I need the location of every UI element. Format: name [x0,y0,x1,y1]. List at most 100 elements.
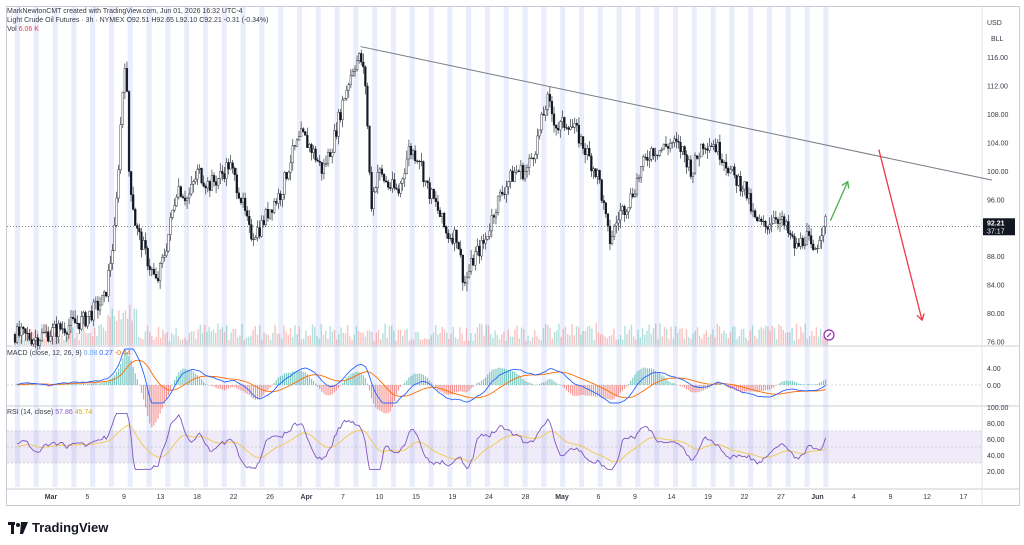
macd-histogram-bar [802,384,804,385]
candle-body [534,154,537,160]
macd-histogram-bar [140,385,143,393]
volume-bar [283,325,285,345]
macd-histogram-bar [213,385,215,387]
session-band [447,7,453,487]
volume-bar [377,329,380,345]
current-price-text: 92.21 [987,220,1005,227]
candle-body [163,255,166,258]
candle-body [625,211,628,215]
candle-body [642,156,645,167]
macd-histogram-bar [238,385,240,390]
candle-body [540,113,543,131]
candle-body [192,181,195,185]
candle-body [451,237,454,244]
macd-histogram-bar [91,383,93,385]
volume-bar [474,333,476,345]
volume-bar [327,338,329,345]
candle-body [604,202,607,214]
rsi-value-1: 57.86 [55,409,73,416]
candle-body [403,172,406,180]
macd-histogram-bar [476,382,478,385]
volume-bar [168,340,171,345]
volume-bar [705,330,707,345]
candle-body [764,221,767,227]
macd-histogram-bar [410,375,412,385]
macd-label[interactable]: MACD (close, 12, 26, 9) [7,350,82,357]
candle-body [165,250,168,256]
macd-histogram-bar [128,356,130,385]
volume-bar [120,319,122,345]
volume-bar [672,338,674,345]
candle-body [795,242,798,249]
macd-histogram-bar [731,385,733,389]
macd-histogram-bar [547,379,549,385]
candle-body [320,162,323,174]
candle-body [816,248,819,250]
macd-histogram-bar [348,375,350,385]
macd-histogram-bar [816,383,818,385]
candle-body [194,178,197,182]
time-tick-label: May [555,494,569,501]
candle-body [515,170,518,173]
time-tick-label: 4 [852,494,856,501]
volume-bar [212,329,215,345]
candle-body [53,324,56,328]
volume-bar [89,332,91,345]
candle-body [579,136,583,144]
tradingview-logo[interactable]: TradingView [8,520,108,535]
candle-body [754,210,757,218]
rsi-label[interactable]: RSI (14, close) [7,409,54,416]
candle-body [430,189,433,199]
candle-body [385,180,388,183]
volume-bar [417,331,419,345]
candle-body [683,146,686,155]
volume-bar [784,332,787,345]
candle-body [528,158,531,168]
macd-histogram-bar [721,384,723,385]
macd-histogram-bar [192,371,194,385]
candle-body [513,171,516,182]
session-band [823,7,829,487]
macd-histogram-bar [501,368,503,385]
candle-body [382,173,386,182]
session-band [560,7,566,487]
session-band [334,7,340,487]
candle-body [621,206,624,211]
macd-histogram-bar [426,377,429,385]
volume-bar [791,327,793,345]
macd-histogram-bar [507,369,510,385]
candle-body [397,188,400,194]
price-tick-label: 80.00 [987,311,1005,318]
volume-bar [331,331,333,345]
volume-bar [94,327,96,345]
volume-bar [446,332,448,345]
session-band [541,7,547,487]
time-tick-label: 24 [485,494,493,501]
volume-bar [309,335,311,345]
volume-bar [122,312,124,345]
candle-body [258,227,261,237]
candle-body [217,178,220,186]
time-tick-label: 9 [633,494,637,501]
volume-bar [604,336,606,345]
candle-body [695,155,699,159]
volume-bar [175,328,177,345]
macd-histogram-bar [424,376,427,385]
candle-body [820,235,823,241]
volume-bar [311,324,314,345]
chart-canvas[interactable]: 116.00112.00108.00104.00100.0096.0092.00… [7,7,1019,505]
volume-bar [415,332,417,345]
macd-histogram-bar [373,385,375,404]
candle-body [799,238,802,247]
macd-histogram-bar [599,385,601,397]
volume-bar [507,329,509,345]
macd-histogram-bar [522,378,524,385]
volume-bar [514,329,516,345]
candle-body [127,91,131,172]
candle-body [492,215,496,218]
symbol-label[interactable]: Light Crude Oil Futures · 3h · NYMEX [7,17,125,24]
candle-body [700,143,703,158]
candle-body [351,71,355,76]
macd-histogram-bar [545,381,547,385]
session-band [127,7,133,487]
